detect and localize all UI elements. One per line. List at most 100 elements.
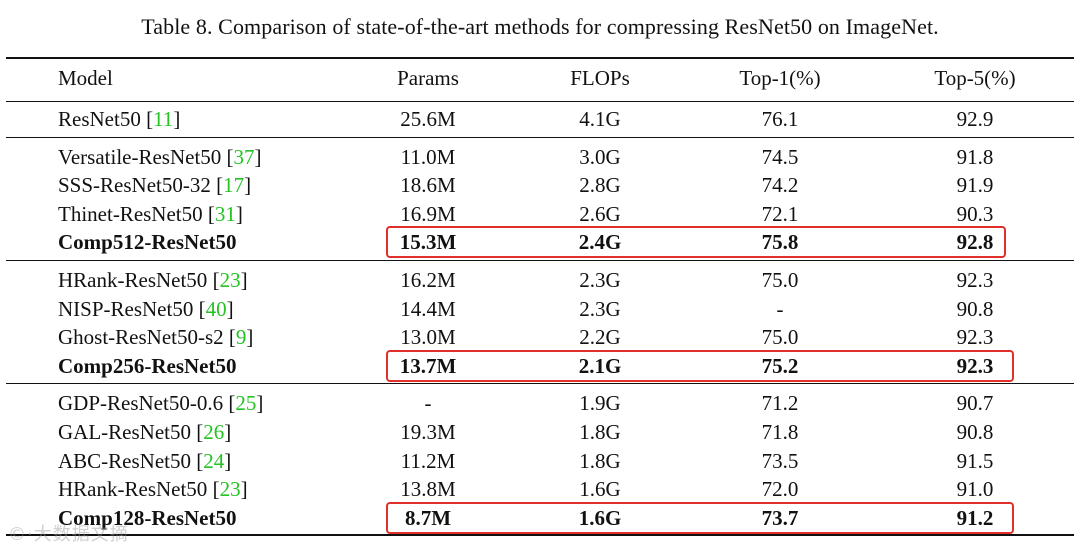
model-label: GDP-ResNet50-0.6 xyxy=(58,391,224,416)
cell-params: 13.8M xyxy=(400,477,456,502)
cell-top5: 91.5 xyxy=(956,448,994,473)
model-name: Comp256-ResNet50 xyxy=(58,352,236,380)
cell-params: - xyxy=(424,391,432,416)
table-row: HRank-ResNet50 [23] 16.2M 2.3G 75.0 92.3 xyxy=(0,266,1080,294)
model-name: ResNet50 [11] xyxy=(58,107,181,131)
highlight-box xyxy=(386,349,1014,382)
table-row: HRank-ResNet50 [23] 13.8M 1.6G 72.0 91.0 xyxy=(0,475,1080,503)
cell-flops: 4.1G xyxy=(579,107,621,131)
model-name: Ghost-ResNet50-s2 [9] xyxy=(58,325,254,350)
group-rule xyxy=(6,260,1074,261)
model-name: GAL-ResNet50 [26] xyxy=(58,420,232,444)
table-row: Comp128-ResNet50 8.7M 1.6G 73.7 91.2 xyxy=(0,504,1080,532)
column-header: Model xyxy=(58,66,113,90)
model-label: Comp128-ResNet50 xyxy=(58,505,237,530)
cell-flops: 1.6G xyxy=(579,477,621,502)
cell-top5: 92.3 xyxy=(956,325,994,350)
table-row: Thinet-ResNet50 [31] 16.9M 2.6G 72.1 90.3 xyxy=(0,200,1080,228)
citation-link[interactable]: 37 xyxy=(233,144,255,169)
cell-top5: 90.3 xyxy=(956,201,994,226)
cell-top1: 71.2 xyxy=(761,391,799,416)
table-row: NISP-ResNet50 [40] 14.4M 2.3G - 90.8 xyxy=(0,295,1080,323)
cell-flops: 3.0G xyxy=(579,144,621,169)
model-name: ABC-ResNet50 [24] xyxy=(58,448,232,473)
cell-params: 11.0M xyxy=(400,144,456,169)
model-name: Thinet-ResNet50 [31] xyxy=(58,201,243,226)
cell-flops: 2.3G xyxy=(579,296,621,321)
model-name: Comp512-ResNet50 xyxy=(58,228,236,256)
model-label: HRank-ResNet50 xyxy=(58,268,208,292)
cell-top5: 91.9 xyxy=(956,173,994,198)
cell-top5: 90.8 xyxy=(956,296,994,321)
cell-flops: 1.8G xyxy=(579,448,621,473)
model-label: Comp256-ResNet50 xyxy=(58,353,237,378)
bottom-rule xyxy=(6,534,1074,537)
model-label: ABC-ResNet50 xyxy=(58,448,191,473)
cell-flops: 1.6G xyxy=(578,505,622,530)
watermark: ©·大数据文摘 xyxy=(8,524,129,545)
cell-flops: 2.8G xyxy=(579,173,621,198)
cell-top1: 72.0 xyxy=(761,477,799,502)
highlight-box xyxy=(386,226,1006,259)
model-name: SSS-ResNet50-32 [17] xyxy=(58,173,252,198)
model-label: Ghost-ResNet50-s2 xyxy=(58,325,224,350)
table-row: ABC-ResNet50 [24] 11.2M 1.8G 73.5 91.5 xyxy=(0,447,1080,475)
citation-link[interactable]: 23 xyxy=(219,268,241,292)
model-name: HRank-ResNet50 [23] xyxy=(58,477,248,502)
model-name: NISP-ResNet50 [40] xyxy=(58,296,234,321)
citation-link[interactable]: 24 xyxy=(203,448,225,473)
citation-link[interactable]: 17 xyxy=(223,173,245,198)
cell-flops: 1.9G xyxy=(579,391,621,416)
citation-link[interactable]: 31 xyxy=(214,201,236,226)
header-row: Model Params FLOPs Top-1(%) Top-5(%) xyxy=(0,64,1080,92)
cell-flops: 2.6G xyxy=(579,201,621,226)
model-name: GDP-ResNet50-0.6 [25] xyxy=(58,391,264,416)
group-rule xyxy=(6,383,1074,385)
cell-params: 14.4M xyxy=(400,296,456,321)
model-label: Comp512-ResNet50 xyxy=(58,230,237,255)
cell-top5: 91.8 xyxy=(956,144,994,169)
model-label: Versatile-ResNet50 xyxy=(58,144,222,169)
model-label: GAL-ResNet50 xyxy=(58,420,191,444)
cell-params: 16.2M xyxy=(400,268,456,292)
model-label: Thinet-ResNet50 xyxy=(58,201,203,226)
table-row: Comp512-ResNet50 15.3M 2.4G 75.8 92.8 xyxy=(0,228,1080,256)
cell-top5: 90.7 xyxy=(956,391,994,416)
column-header: FLOPs xyxy=(570,66,630,90)
cell-params: 16.9M xyxy=(400,201,456,226)
citation-link[interactable]: 40 xyxy=(205,296,227,321)
table-row: GDP-ResNet50-0.6 [25] - 1.9G 71.2 90.7 xyxy=(0,389,1080,417)
cell-top5: 90.8 xyxy=(956,420,994,444)
cell-top1: 72.1 xyxy=(761,201,799,226)
table-row: Versatile-ResNet50 [37] 11.0M 3.0G 74.5 91.8 xyxy=(0,143,1080,171)
table-row: SSS-ResNet50-32 [17] 18.6M 2.8G 74.2 91.9 xyxy=(0,171,1080,199)
cell-top1: 75.0 xyxy=(761,268,799,292)
cell-top1: - xyxy=(776,296,784,321)
cell-params: 15.3M xyxy=(399,230,457,255)
cell-flops: 2.3G xyxy=(579,268,621,292)
cell-flops: 2.4G xyxy=(578,230,622,255)
column-header: Top-5(%) xyxy=(934,66,1016,90)
header-rule xyxy=(6,101,1074,102)
cell-top1: 75.2 xyxy=(761,353,799,378)
cell-params: 8.7M xyxy=(404,505,452,530)
cell-params: 18.6M xyxy=(400,173,456,198)
citation-link[interactable]: 25 xyxy=(235,391,257,416)
table-row: Ghost-ResNet50-s2 [9] 13.0M 2.2G 75.0 92.3 xyxy=(0,323,1080,351)
model-name: HRank-ResNet50 [23] xyxy=(58,268,248,292)
citation-link[interactable]: 26 xyxy=(203,420,225,444)
model-name: Versatile-ResNet50 [37] xyxy=(58,144,262,169)
cell-top1: 75.8 xyxy=(761,230,799,255)
cell-flops: 2.1G xyxy=(578,353,622,378)
model-label: SSS-ResNet50-32 xyxy=(58,173,211,198)
citation-link[interactable]: 11 xyxy=(153,107,174,131)
cell-top1: 71.8 xyxy=(761,420,799,444)
cell-top5: 92.3 xyxy=(956,268,994,292)
group-rule xyxy=(6,136,1074,138)
cell-params: 19.3M xyxy=(400,420,456,444)
citation-link[interactable]: 9 xyxy=(235,325,247,350)
cell-top5: 91.0 xyxy=(956,477,994,502)
citation-link[interactable]: 23 xyxy=(219,477,241,502)
table-caption: Table 8. Comparison of state-of-the-art … xyxy=(141,14,939,39)
top-rule xyxy=(6,57,1074,59)
